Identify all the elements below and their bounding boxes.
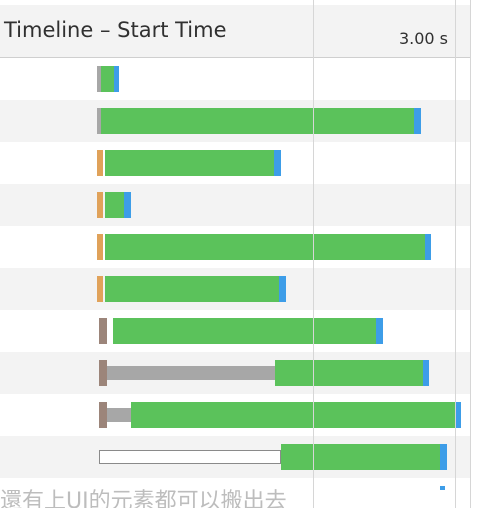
waiting-segment <box>274 150 281 176</box>
column-title: Timeline – Start Time <box>4 18 227 42</box>
stalled-segment <box>107 408 131 422</box>
queueing-segment <box>97 276 103 302</box>
queueing-segment <box>97 150 103 176</box>
waiting-segment <box>425 234 431 260</box>
content-download-segment <box>101 66 114 92</box>
request-row[interactable] <box>0 436 470 478</box>
time-gridline <box>313 0 314 508</box>
queueing-segment <box>99 360 107 386</box>
request-row[interactable] <box>0 352 470 394</box>
time-tick-label: 3.00 s <box>398 29 448 48</box>
request-row[interactable] <box>0 268 470 310</box>
request-row[interactable] <box>0 142 470 184</box>
waiting-segment <box>279 276 286 302</box>
content-download-segment <box>105 234 425 260</box>
time-gridline <box>455 0 456 508</box>
waiting-segment <box>124 192 131 218</box>
request-row[interactable] <box>0 226 470 268</box>
content-download-segment <box>105 150 274 176</box>
waiting-marker <box>440 486 445 490</box>
waiting-segment <box>423 360 429 386</box>
content-download-segment <box>281 444 440 470</box>
request-row[interactable] <box>0 394 470 436</box>
queueing-segment <box>97 108 103 134</box>
content-download-segment <box>131 402 455 428</box>
content-download-segment <box>275 360 423 386</box>
request-row[interactable] <box>0 58 470 100</box>
scrollbar-edge[interactable] <box>470 0 480 508</box>
overlay-caption: 還有上UI的元素都可以搬出去 <box>0 489 287 508</box>
waiting-segment <box>414 108 421 134</box>
content-download-segment <box>101 108 414 134</box>
request-row[interactable] <box>0 184 470 226</box>
queueing-segment <box>99 318 107 344</box>
request-row[interactable] <box>0 100 470 142</box>
waiting-segment <box>114 66 119 92</box>
timeline-column-header[interactable]: Timeline – Start Time 3.00 s <box>0 5 470 58</box>
content-download-segment <box>113 318 376 344</box>
content-download-segment <box>105 276 279 302</box>
waiting-segment <box>440 444 447 470</box>
waiting-segment <box>455 402 461 428</box>
stalled-segment <box>107 366 275 380</box>
waterfall-rows <box>0 58 470 488</box>
content-download-segment <box>105 192 124 218</box>
queueing-segment <box>99 402 107 428</box>
queueing-segment <box>97 192 103 218</box>
queueing-segment <box>97 66 103 92</box>
stalled-segment <box>99 450 281 464</box>
queueing-segment <box>97 234 103 260</box>
request-row[interactable] <box>0 310 470 352</box>
waiting-segment <box>376 318 383 344</box>
top-strip <box>0 0 480 5</box>
